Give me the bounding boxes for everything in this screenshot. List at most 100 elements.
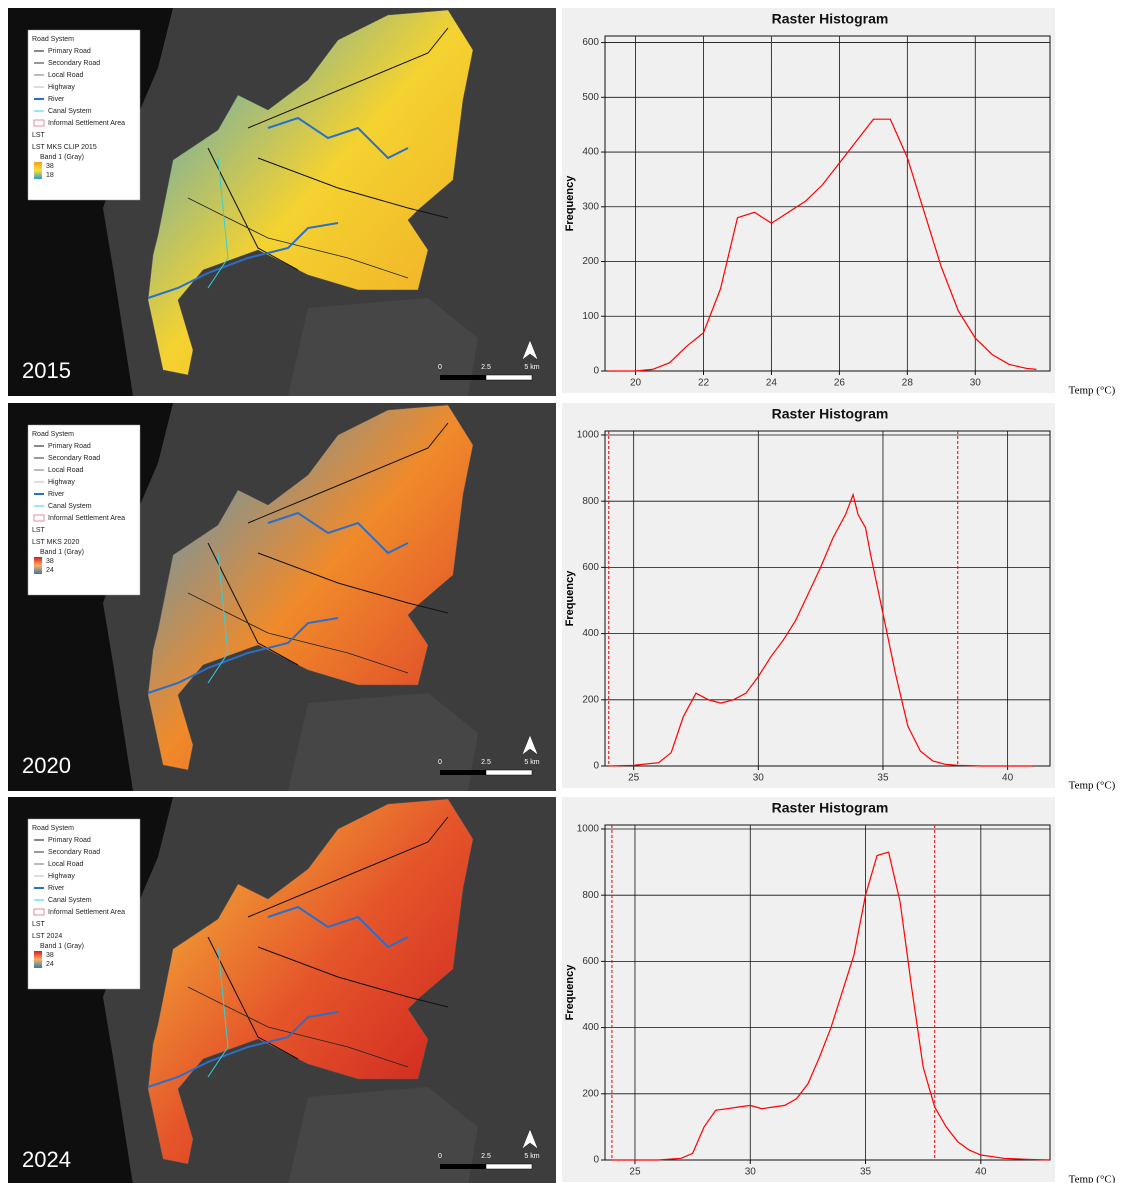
terrain bbox=[288, 693, 478, 791]
y-tick-label: 1000 bbox=[577, 824, 600, 835]
chart-title: Raster Histogram bbox=[772, 406, 889, 422]
y-tick-label: 800 bbox=[582, 496, 599, 507]
x-tick-label: 26 bbox=[834, 378, 846, 389]
legend-group: LST bbox=[32, 132, 46, 139]
legend-item: Secondary Road bbox=[48, 60, 100, 67]
legend-item: Informal Settlement Area bbox=[48, 909, 125, 916]
map-legend: Road System Primary Road Secondary Road Loc… bbox=[27, 424, 141, 596]
legend-min: 24 bbox=[46, 961, 54, 968]
plot-frame bbox=[604, 430, 1051, 767]
scale-label: 5 km bbox=[524, 364, 539, 371]
map-panel: Road System Primary Road Secondary Road Loc… bbox=[8, 403, 556, 791]
scale-label: 2.5 bbox=[481, 759, 491, 766]
legend-ramp bbox=[34, 162, 42, 179]
scale-bar bbox=[440, 375, 486, 380]
x-tick-label: 40 bbox=[1002, 773, 1014, 784]
y-axis-label: Frequency bbox=[564, 175, 576, 232]
north-arrow bbox=[521, 1128, 539, 1150]
scale-label: 5 km bbox=[524, 1153, 539, 1160]
legend-item: Canal System bbox=[48, 897, 92, 904]
histogram-background bbox=[562, 797, 1055, 1182]
histogram-background bbox=[562, 8, 1055, 393]
histogram-line bbox=[611, 851, 1051, 1161]
y-tick-label: 800 bbox=[582, 890, 599, 901]
year-label: 2020 bbox=[22, 753, 71, 778]
legend-item: Primary Road bbox=[48, 48, 91, 55]
plot-frame bbox=[604, 35, 1051, 372]
scale-bar bbox=[440, 770, 486, 775]
canal bbox=[207, 157, 229, 289]
legend-max: 38 bbox=[46, 952, 54, 959]
river bbox=[267, 511, 409, 555]
y-tick-label: 0 bbox=[593, 1155, 599, 1166]
y-tick-label: 600 bbox=[582, 562, 599, 573]
legend-item: Canal System bbox=[48, 503, 92, 510]
legend-group: LST bbox=[32, 527, 46, 534]
canal bbox=[207, 552, 229, 684]
legend-min: 24 bbox=[46, 567, 54, 574]
road bbox=[187, 986, 409, 1068]
y-tick-label: 200 bbox=[582, 694, 599, 705]
legend-box bbox=[27, 818, 141, 990]
road bbox=[257, 552, 449, 614]
chart-title: Raster Histogram bbox=[772, 11, 889, 27]
legend-header: Road System bbox=[32, 431, 74, 438]
legend-item: Highway bbox=[48, 479, 75, 486]
legend-max: 38 bbox=[46, 163, 54, 170]
x-tick-label: 28 bbox=[902, 378, 914, 389]
y-tick-label: 300 bbox=[582, 201, 599, 212]
x-tick-label: 30 bbox=[753, 773, 765, 784]
histogram-panel: Raster Histogram Frequency Temp (°C) 0 100 20… bbox=[562, 8, 1116, 397]
road bbox=[247, 816, 449, 918]
map-legend: Road System Primary Road Secondary Road Loc… bbox=[27, 818, 141, 990]
year-label: 2024 bbox=[22, 1147, 71, 1172]
chart-title: Raster Histogram bbox=[772, 800, 889, 816]
legend-item: Primary Road bbox=[48, 837, 91, 844]
legend-item: Secondary Road bbox=[48, 849, 100, 856]
scale-bar bbox=[485, 374, 533, 381]
legend-header: Road System bbox=[32, 36, 74, 43]
legend-item: Local Road bbox=[48, 72, 84, 79]
terrain bbox=[288, 298, 478, 396]
y-tick-label: 600 bbox=[582, 956, 599, 967]
road bbox=[247, 422, 449, 524]
canal bbox=[207, 946, 229, 1078]
lst-surface bbox=[147, 798, 474, 1165]
x-tick-label: 22 bbox=[698, 378, 710, 389]
scale-label: 2.5 bbox=[481, 364, 491, 371]
river bbox=[147, 222, 339, 299]
scale-label: 0 bbox=[438, 759, 442, 766]
river bbox=[147, 617, 339, 694]
x-tick-label: 35 bbox=[877, 773, 889, 784]
road bbox=[247, 27, 449, 129]
legend-box bbox=[27, 29, 141, 201]
road bbox=[257, 157, 449, 219]
legend-item: Local Road bbox=[48, 861, 84, 868]
x-tick-label: 35 bbox=[860, 1167, 872, 1178]
histogram-line bbox=[608, 492, 1033, 767]
legend-item: Local Road bbox=[48, 467, 84, 474]
histogram-line bbox=[608, 118, 1037, 372]
y-tick-label: 100 bbox=[582, 311, 599, 322]
year-label: 2015 bbox=[22, 358, 71, 383]
legend-item: Informal Settlement Area bbox=[48, 120, 125, 127]
x-axis-label: Temp (°C) bbox=[1069, 385, 1116, 397]
legend-group: LST bbox=[32, 921, 46, 928]
scale-bar bbox=[485, 1163, 533, 1170]
scale-bar bbox=[440, 1164, 486, 1169]
legend-band: Band 1 (Gray) bbox=[40, 154, 84, 161]
scale-label: 2.5 bbox=[481, 1153, 491, 1160]
x-tick-label: 20 bbox=[630, 378, 642, 389]
plot-frame bbox=[604, 824, 1051, 1161]
lst-surface bbox=[147, 404, 474, 771]
x-tick-label: 25 bbox=[629, 1167, 641, 1178]
river bbox=[267, 905, 409, 949]
y-axis-label: Frequency bbox=[564, 964, 576, 1021]
y-tick-label: 500 bbox=[582, 92, 599, 103]
x-tick-label: 30 bbox=[970, 378, 982, 389]
legend-layer: LST MKS CLIP 2015 bbox=[32, 144, 97, 151]
legend-header: Road System bbox=[32, 825, 74, 832]
histogram-panel: Raster Histogram Frequency Temp (°C) 0 200 40… bbox=[562, 403, 1116, 792]
legend-ramp bbox=[34, 557, 42, 574]
road bbox=[257, 946, 449, 1008]
